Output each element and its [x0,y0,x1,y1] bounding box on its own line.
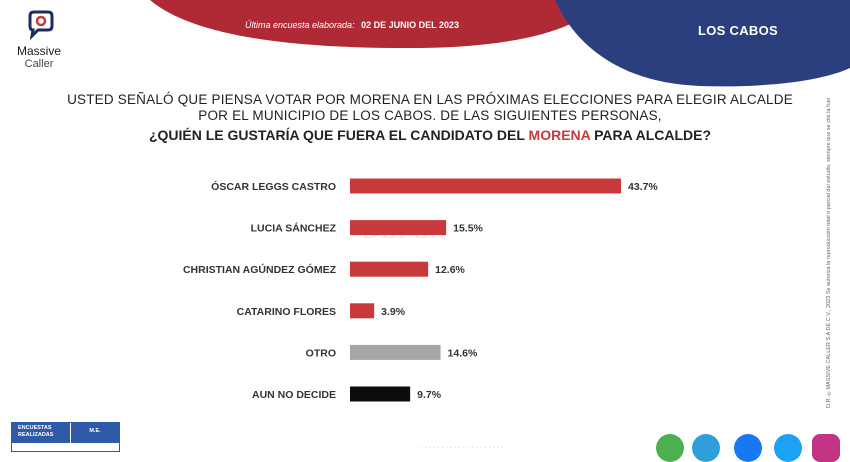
header-navy-shape [555,0,850,87]
table-header-surveys: ENCUESTAS REALIZADAS [12,423,70,443]
chat-bubble-icon [28,10,54,40]
question-line-3: ¿QUIÉN LE GUSTARÍA QUE FUERA EL CANDIDAT… [40,125,820,145]
header-background [150,0,850,87]
table-header-margin: M.E. [71,423,119,443]
question-line-1: USTED SEÑALÓ QUE PIENSA VOTAR POR MORENA… [67,92,793,107]
bar [350,303,375,319]
telegram-icon[interactable] [692,434,720,462]
bar [350,344,441,360]
question-line-2: POR EL MUNICIPIO DE LOS CABOS. DE LAS SI… [198,108,662,123]
brand-name-line2: Caller [24,58,54,70]
footer-contact: · · · · · · · · · · · · · · · · · · · · [420,444,504,451]
category-label: LUCIA SÁNCHEZ [251,222,337,235]
category-label: OTRO [306,347,336,359]
value-label: 12.6% [435,264,465,276]
bar [350,178,621,194]
brand-logo: Massive Caller [8,6,70,70]
brand-name-line1: Massive [16,44,61,58]
category-label: AUN NO DECIDE [252,389,336,401]
survey-question: USTED SEÑALÓ QUE PIENSA VOTAR POR MORENA… [40,92,820,145]
value-label: 14.6% [448,347,478,359]
survey-info-table: ENCUESTAS REALIZADAS M.E. [11,422,120,452]
bar [350,220,447,236]
region-label: LOS CABOS [698,23,778,38]
instagram-icon[interactable] [812,434,840,462]
category-label: CATARINO FLORES [237,306,336,318]
survey-date-value: 02 DE JUNIO DEL 2023 [361,20,459,30]
category-label: CHRISTIAN AGÚNDEZ GÓMEZ [183,263,337,276]
header-red-shape [150,0,600,49]
question-line-3-pre: ¿QUIÉN LE GUSTARÍA QUE FUERA EL CANDIDAT… [148,127,529,143]
bar [350,386,411,402]
value-label: 9.7% [417,389,442,401]
survey-date-label: Última encuesta elaborada: [245,20,355,30]
question-highlight: MORENA [528,127,591,143]
facebook-icon[interactable] [734,434,762,462]
bar-chart: ÓSCAR LEGGS CASTRO 43.7% LUCIA SÁNCHEZ 15.5… [183,178,658,402]
question-line-3-post: PARA ALCALDE? [590,127,712,143]
value-label: 43.7% [628,181,658,193]
survey-date: Última encuesta elaborada: 02 DE JUNIO D… [245,20,459,30]
whatsapp-icon[interactable] [656,434,684,462]
bar [350,261,429,277]
category-label: ÓSCAR LEGGS CASTRO [211,180,336,193]
twitter-icon[interactable] [774,434,802,462]
value-label: 3.9% [381,306,406,318]
value-label: 15.5% [453,223,483,235]
legal-note: D.R. ©MASSIVE CALLER S.A DE C.V., 2023 S… [826,98,832,408]
